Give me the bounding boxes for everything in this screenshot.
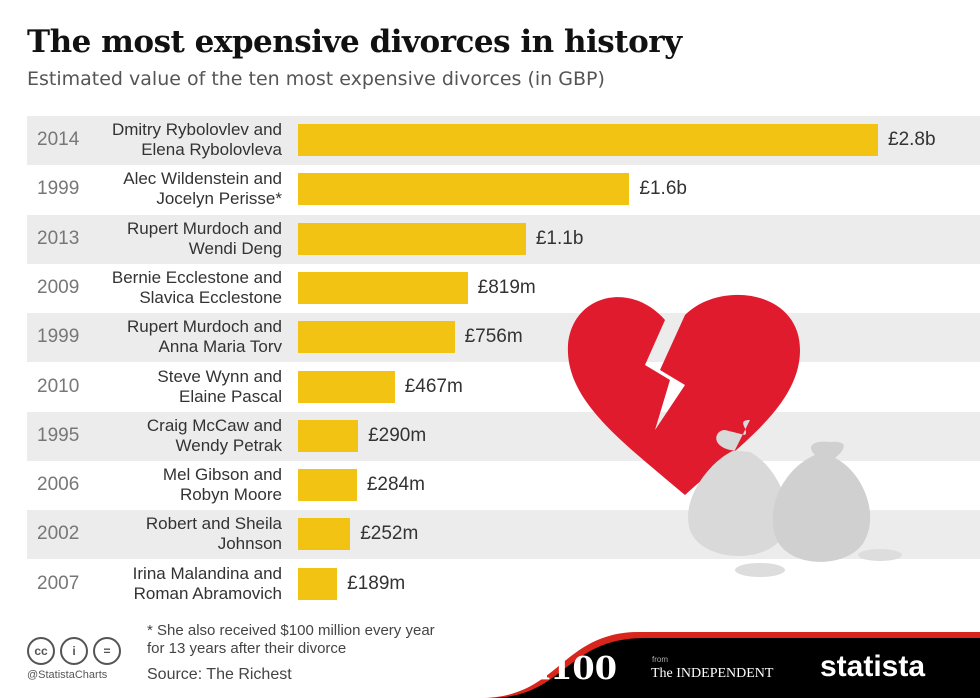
- year-label: 2010: [37, 375, 80, 397]
- year-label: 1995: [37, 424, 80, 446]
- couple-line-1: Rupert Murdoch and: [127, 218, 282, 238]
- cc-icon[interactable]: cc: [27, 637, 55, 665]
- broken-heart-money-bags-illustration: [567, 294, 902, 577]
- couple-line-1: Dmitry Rybolovlev and: [111, 120, 282, 139]
- year-label: 2002: [37, 523, 80, 545]
- year-label: 1999: [37, 326, 80, 348]
- year-label: 2007: [37, 572, 80, 594]
- chart-row: 2006 Mel Gibson and Robyn Moore £284m: [27, 461, 980, 510]
- couple-line-2: Slavica Ecclestone: [139, 287, 282, 307]
- bar: [298, 271, 468, 304]
- couple-line-1: Robert and Sheila: [145, 514, 282, 534]
- value-label: £1.6b: [639, 178, 687, 200]
- year-label: 2014: [37, 129, 80, 150]
- value-label: £284m: [366, 474, 425, 496]
- value-label: £1.1b: [535, 227, 584, 249]
- bar: [298, 419, 359, 452]
- couple-line-1: Craig McCaw and: [146, 415, 282, 435]
- year-label: 2013: [37, 227, 80, 249]
- bar: [298, 469, 357, 502]
- page-subtitle: Estimated value of the ten most expensiv…: [27, 68, 605, 90]
- page-title: The most expensive divorces in history: [27, 24, 682, 60]
- bar: [298, 173, 630, 206]
- bar: [298, 222, 526, 255]
- value-label: £467m: [404, 375, 463, 397]
- couple-line-2: Jocelyn Perisse*: [156, 189, 282, 209]
- couple-label: Robert and Sheila Johnson: [62, 514, 282, 554]
- bar: [298, 567, 338, 600]
- year-label: 1999: [37, 178, 80, 200]
- attribution-icon[interactable]: i: [60, 637, 88, 665]
- i100-logo: i100: [538, 649, 617, 687]
- couple-line-1: Steve Wynn and: [157, 366, 282, 386]
- value-label: £252m: [360, 523, 419, 545]
- couple-line-1: Rupert Murdoch and: [127, 317, 282, 337]
- bar: [298, 370, 395, 403]
- bar: [298, 321, 455, 354]
- chart-row: 2014 Dmitry Rybolovlev and Elena Rybolovl…: [27, 116, 980, 165]
- year-label: 2009: [37, 276, 80, 298]
- couple-line-2: Elaine Pascal: [178, 386, 282, 406]
- couple-line-2: Robyn Moore: [179, 485, 282, 505]
- footnote: * She also received $100 million every y…: [147, 622, 435, 657]
- money-bag-icon: [772, 441, 871, 562]
- bar: [298, 124, 878, 156]
- value-label: £819m: [477, 276, 536, 298]
- chart-row: 1999 Rupert Murdoch and Anna Maria Torv £7…: [27, 313, 980, 363]
- couple-label: Rupert Murdoch and Wendi Deng: [62, 219, 282, 259]
- couple-label: Bernie Ecclestone and Slavica Ecclestone: [62, 268, 282, 308]
- couple-line-2: Johnson: [217, 534, 282, 554]
- chart-row: 2007 Irina Malandina and Roman Abramovich…: [27, 560, 980, 609]
- from-label: from: [652, 655, 668, 664]
- value-label: £2.8b: [888, 129, 936, 150]
- broken-heart-icon: [567, 294, 800, 495]
- money-bag-icon: [688, 420, 788, 557]
- couple-label: Alec Wildenstein and Jocelyn Perisse*: [62, 169, 282, 209]
- couple-line-2: Anna Maria Torv: [158, 337, 282, 357]
- value-label: £189m: [347, 572, 406, 594]
- couple-label: Irina Malandina and Roman Abramovich: [62, 564, 282, 604]
- couple-label: Steve Wynn and Elaine Pascal: [62, 367, 282, 407]
- chart-row: 2009 Bernie Ecclestone and Slavica Eccles…: [27, 264, 980, 313]
- value-label: £290m: [368, 424, 427, 446]
- couple-line-2: Roman Abramovich: [133, 583, 282, 603]
- couple-line-1: Mel Gibson and: [162, 465, 282, 485]
- chart-row: 2010 Steve Wynn and Elaine Pascal £467m: [27, 363, 980, 412]
- couple-line-1: Bernie Ecclestone and: [111, 267, 282, 287]
- footer-banner: [480, 632, 980, 698]
- couple-label: Craig McCaw and Wendy Petrak: [62, 416, 282, 456]
- couple-line-2: Wendi Deng: [188, 238, 282, 258]
- couple-line-1: Alec Wildenstein and: [123, 169, 282, 189]
- year-label: 2006: [37, 474, 80, 496]
- statista-logo: statista: [820, 650, 926, 683]
- couple-label: Rupert Murdoch and Anna Maria Torv: [62, 317, 282, 357]
- couple-line-1: Irina Malandina and: [132, 563, 282, 583]
- couple-label: Dmitry Rybolovlev and Elena Rybolovleva: [62, 120, 282, 160]
- independent-logo: The INDEPENDENT: [651, 666, 774, 681]
- bar: [298, 518, 351, 551]
- statista-handle[interactable]: @StatistaCharts: [27, 669, 108, 681]
- source: Source: The Richest: [147, 666, 292, 683]
- couple-line-2: Wendy Petrak: [175, 435, 282, 455]
- no-derivatives-icon[interactable]: =: [93, 637, 121, 665]
- couple-label: Mel Gibson and Robyn Moore: [62, 465, 282, 505]
- chart-row: 2013 Rupert Murdoch and Wendi Deng £1.1b: [27, 214, 980, 264]
- value-label: £756m: [464, 326, 523, 348]
- couple-line-2: Elena Rybolovleva: [141, 140, 282, 159]
- chart-row: 1999 Alec Wildenstein and Jocelyn Perisse…: [27, 165, 980, 214]
